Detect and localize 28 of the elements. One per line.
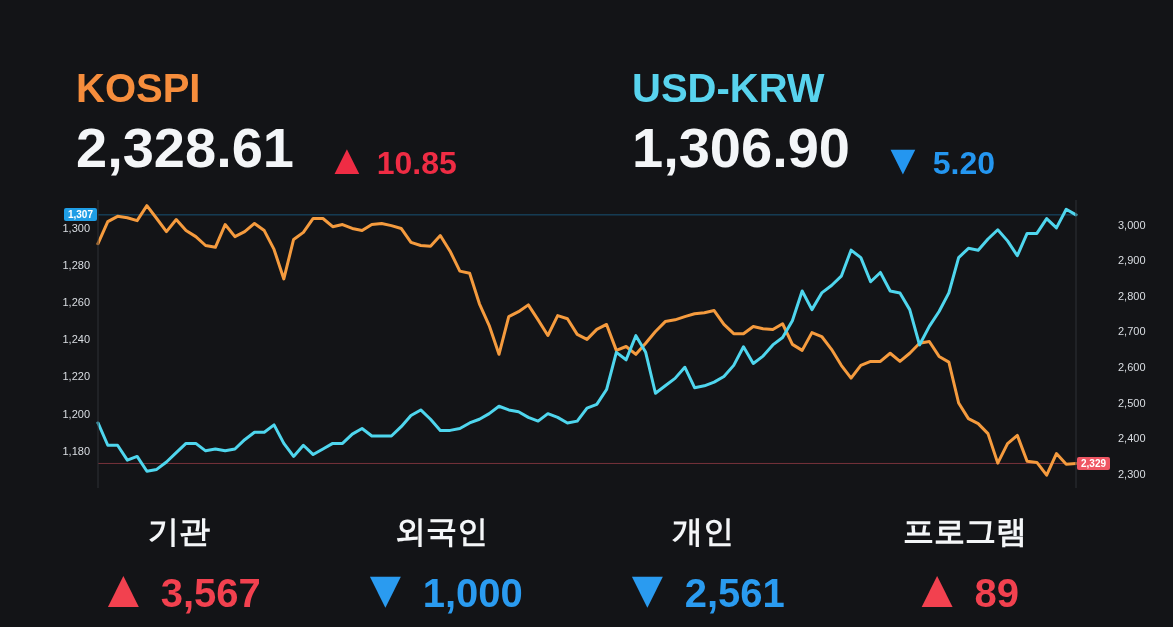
data-label: ▼ 5.20 — [882, 135, 995, 185]
category-label: KOSPI — [76, 66, 201, 110]
y-tick-label: 1,280 — [62, 258, 90, 271]
data-label: ▲ 3,567 — [97, 558, 261, 620]
category-label: 개인 — [672, 514, 734, 550]
ref-line-label: 2,329 — [1077, 456, 1111, 470]
category-label: 프로그램 — [903, 514, 1027, 550]
data-label: ▼ 1,000 — [359, 558, 523, 620]
y2-tick-label: 2,500 — [1118, 396, 1146, 409]
y-tick-label: 1,200 — [62, 407, 90, 420]
y-tick-label: 1,180 — [62, 444, 90, 457]
y-tick-label: 1,220 — [62, 370, 90, 383]
category-label: 외국인 — [394, 514, 488, 550]
y-tick-label: 1,260 — [62, 296, 90, 309]
category-label: 기관 — [148, 514, 210, 550]
y-tick-label: 1,240 — [62, 333, 90, 346]
y2-tick-label: 2,300 — [1118, 467, 1146, 480]
y2-tick-label: 2,800 — [1118, 289, 1146, 302]
category-label: USD-KRW — [632, 66, 825, 110]
y2-tick-label: 2,900 — [1118, 254, 1146, 267]
y2-tick-label: 2,600 — [1118, 361, 1146, 374]
data-label: ▲ 89 — [911, 558, 1019, 620]
y2-tick-label: 2,400 — [1118, 432, 1146, 445]
ref-line-label: 1,307 — [63, 208, 97, 222]
y-tick-label: 1,300 — [62, 221, 90, 234]
data-label: ▼ 2,561 — [621, 558, 785, 620]
y2-tick-label: 2,700 — [1118, 325, 1146, 338]
y2-tick-label: 3,000 — [1118, 218, 1146, 231]
